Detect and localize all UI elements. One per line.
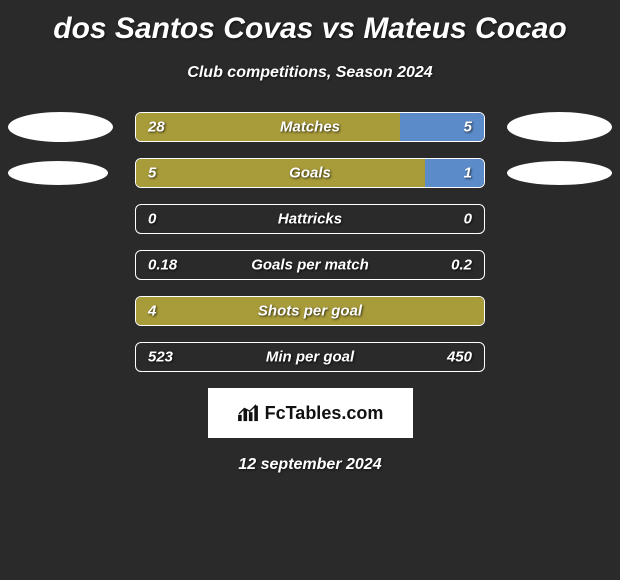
player-left-ellipse (8, 112, 113, 142)
stat-value-left: 0 (148, 211, 156, 228)
stat-bar-track: 28 5 Matches (135, 112, 485, 142)
comparison-row: 0 0 Hattricks (0, 204, 620, 234)
stat-label: Goals per match (251, 257, 369, 274)
logo-text: FcTables.com (265, 403, 384, 424)
stat-value-right: 450 (447, 349, 472, 366)
stat-bar-track: 5 1 Goals (135, 158, 485, 188)
fctables-logo: FcTables.com (208, 388, 413, 438)
comparison-chart: 28 5 Matches 5 1 Goals 0 0 Hattricks 0.18 0.2 Goals… (0, 112, 620, 372)
stat-label: Matches (280, 119, 340, 136)
stat-value-right: 0.2 (451, 257, 472, 274)
stat-value-left: 5 (148, 165, 156, 182)
stat-label: Min per goal (266, 349, 354, 366)
stat-value-right: 1 (464, 165, 472, 182)
comparison-row: 4 Shots per goal (0, 296, 620, 326)
stat-bar-right (425, 159, 484, 187)
player-left-ellipse (8, 161, 108, 185)
bar-chart-icon (237, 404, 259, 422)
stat-bar-track: 0 0 Hattricks (135, 204, 485, 234)
comparison-subtitle: Club competitions, Season 2024 (0, 64, 620, 82)
stat-value-left: 28 (148, 119, 165, 136)
comparison-row: 523 450 Min per goal (0, 342, 620, 372)
comparison-title: dos Santos Covas vs Mateus Cocao (0, 0, 620, 46)
comparison-row: 28 5 Matches (0, 112, 620, 142)
stat-bar-left (136, 159, 425, 187)
player-right-ellipse (507, 161, 612, 185)
stat-value-right: 5 (464, 119, 472, 136)
stat-value-left: 0.18 (148, 257, 177, 274)
stat-bar-left (136, 113, 400, 141)
stat-value-left: 523 (148, 349, 173, 366)
stat-label: Goals (289, 165, 331, 182)
stat-label: Shots per goal (258, 303, 362, 320)
comparison-date: 12 september 2024 (0, 456, 620, 474)
stat-label: Hattricks (278, 211, 342, 228)
stat-bar-track: 4 Shots per goal (135, 296, 485, 326)
comparison-row: 5 1 Goals (0, 158, 620, 188)
comparison-row: 0.18 0.2 Goals per match (0, 250, 620, 280)
stat-value-right: 0 (464, 211, 472, 228)
stat-value-left: 4 (148, 303, 156, 320)
player-right-ellipse (507, 112, 612, 142)
stat-bar-track: 0.18 0.2 Goals per match (135, 250, 485, 280)
stat-bar-track: 523 450 Min per goal (135, 342, 485, 372)
